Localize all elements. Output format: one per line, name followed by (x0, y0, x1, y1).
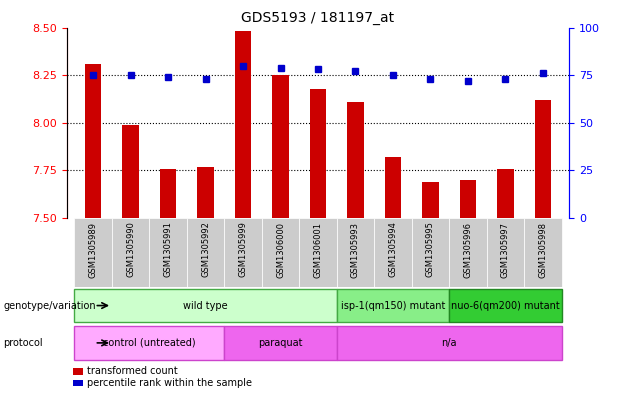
Bar (411, 218, 449, 287)
Bar (487, 218, 524, 287)
Text: GSM1305998: GSM1305998 (539, 222, 548, 277)
Bar (112, 218, 149, 287)
Text: GSM1305990: GSM1305990 (126, 222, 135, 277)
Text: percentile rank within the sample: percentile rank within the sample (87, 378, 252, 388)
Bar (197, 167, 214, 218)
Bar (272, 75, 289, 218)
Bar (460, 180, 476, 218)
Title: GDS5193 / 181197_at: GDS5193 / 181197_at (242, 11, 394, 25)
Text: GSM1305989: GSM1305989 (88, 222, 97, 277)
Text: paraquat: paraquat (258, 338, 303, 348)
Bar (497, 169, 514, 218)
Bar (74, 289, 336, 322)
Text: GSM1305999: GSM1305999 (238, 222, 247, 277)
Text: genotype/variation: genotype/variation (3, 301, 96, 310)
Bar (524, 218, 562, 287)
Text: n/a: n/a (441, 338, 457, 348)
Bar (310, 88, 326, 218)
Bar (347, 102, 364, 218)
Bar (74, 218, 112, 287)
Text: protocol: protocol (3, 338, 43, 348)
Bar (422, 182, 439, 218)
Text: control (untreated): control (untreated) (103, 338, 196, 348)
Text: transformed count: transformed count (87, 366, 178, 376)
Bar (449, 289, 562, 322)
Bar (235, 31, 251, 218)
Bar (160, 169, 176, 218)
Bar (187, 218, 225, 287)
Bar (534, 100, 551, 218)
Bar (385, 157, 401, 218)
Bar (336, 326, 562, 360)
Bar (300, 218, 336, 287)
Text: GSM1305992: GSM1305992 (201, 222, 210, 277)
Bar (336, 218, 374, 287)
Text: GSM1305994: GSM1305994 (389, 222, 398, 277)
Bar (225, 326, 336, 360)
Text: isp-1(qm150) mutant: isp-1(qm150) mutant (341, 301, 445, 310)
Text: GSM1305996: GSM1305996 (464, 222, 473, 277)
Text: GSM1306001: GSM1306001 (314, 222, 322, 277)
Bar (149, 218, 187, 287)
Bar (449, 218, 487, 287)
Bar (374, 218, 411, 287)
Bar (225, 218, 262, 287)
Text: wild type: wild type (183, 301, 228, 310)
Text: GSM1305993: GSM1305993 (351, 222, 360, 277)
Text: GSM1305991: GSM1305991 (163, 222, 172, 277)
Bar (85, 64, 102, 218)
Text: GSM1305997: GSM1305997 (501, 222, 510, 277)
Bar (336, 289, 449, 322)
Bar (262, 218, 300, 287)
Text: GSM1306000: GSM1306000 (276, 222, 285, 277)
Bar (122, 125, 139, 218)
Text: nuo-6(qm200) mutant: nuo-6(qm200) mutant (451, 301, 560, 310)
Bar (74, 326, 225, 360)
Text: GSM1305995: GSM1305995 (426, 222, 435, 277)
